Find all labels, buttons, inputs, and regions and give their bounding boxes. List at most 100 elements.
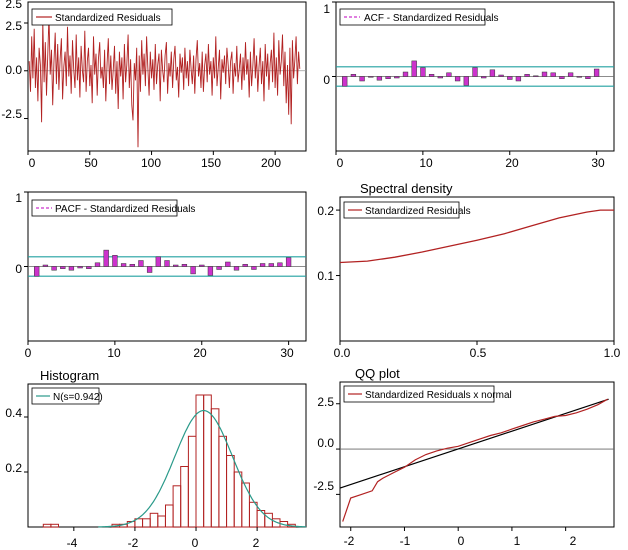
- correlation-bar: [376, 76, 383, 81]
- qq-title: QQ plot: [355, 366, 400, 381]
- correlation-bar: [77, 266, 83, 269]
- correlation-bar: [541, 71, 548, 77]
- x-tick-label: 0.0: [334, 346, 351, 360]
- correlation-bar: [146, 266, 153, 273]
- correlation-bar: [277, 262, 283, 267]
- correlation-bar: [585, 76, 591, 79]
- correlation-bar: [68, 266, 75, 271]
- correlation-bar: [446, 72, 452, 77]
- correlation-bar: [489, 69, 496, 77]
- spectral-title: Spectral density: [360, 181, 453, 196]
- correlation-bar: [559, 76, 565, 79]
- correlation-bar: [138, 260, 144, 267]
- x-tick-label: 2: [253, 536, 260, 550]
- x-tick-label: 10: [419, 156, 433, 170]
- x-tick-label: 0: [458, 534, 465, 548]
- x-tick-label: 20: [505, 156, 519, 170]
- y-tick-label: 2.5: [5, 0, 22, 11]
- histogram-panel: Histogram N(s=0.942) 0.4 0.2 -4 -2 0 2: [5, 368, 307, 550]
- y-tick-label: 1: [323, 2, 330, 16]
- correlation-bar: [207, 266, 214, 276]
- correlation-bar: [285, 257, 292, 267]
- x-tick-label: 0: [192, 536, 199, 550]
- correlation-bar: [164, 260, 170, 267]
- qq-panel: QQ plot Standardized Residuals x normal …: [313, 366, 615, 548]
- y-tick-label: 1: [15, 191, 22, 205]
- correlation-bar: [368, 76, 374, 78]
- correlation-bar: [51, 266, 57, 271]
- correlation-bar: [190, 266, 196, 275]
- qq-legend-label: Standardized Residuals x normal: [365, 390, 512, 401]
- correlation-bar: [507, 76, 513, 80]
- y-tick-label: 2.5: [317, 395, 334, 409]
- correlation-bar: [481, 76, 487, 79]
- correlation-bar: [251, 266, 257, 270]
- x-tick-label: 10: [107, 346, 121, 360]
- correlation-bar: [593, 68, 600, 77]
- y-tick-label: 2.5: [5, 19, 22, 33]
- pacf-panel: PACF - Standardized Residuals 1 0 0 10 2…: [15, 191, 307, 360]
- acf-legend: ACF - Standardized Residuals: [339, 8, 499, 26]
- spectral-legend-label: Standardized Residuals: [365, 206, 471, 217]
- correlation-bar: [233, 266, 240, 271]
- residuals-legend-label: Standardized Residuals: [55, 13, 161, 24]
- x-tick-label: 200: [261, 156, 281, 170]
- histogram-legend: N(s=0.942): [31, 387, 103, 405]
- histogram-bar: [203, 394, 212, 528]
- correlation-bar: [420, 67, 426, 77]
- histogram-bar: [142, 518, 151, 528]
- correlation-bar: [472, 67, 478, 77]
- correlation-bar: [550, 72, 556, 77]
- y-tick-label: -2.5: [1, 107, 22, 121]
- acf-panel: ACF - Standardized Residuals 1 0 0 10 20…: [323, 1, 615, 170]
- spectral-density-line: [339, 209, 614, 264]
- qq-sample-line: [342, 398, 608, 522]
- x-tick-label: -1: [400, 534, 411, 548]
- correlation-bar: [94, 262, 101, 267]
- histogram-bar: [172, 485, 182, 528]
- histogram-bar: [42, 523, 52, 528]
- correlation-bar: [524, 74, 530, 77]
- histogram-bar: [50, 523, 60, 528]
- correlation-bar: [242, 264, 248, 267]
- x-tick-label: 30: [280, 346, 294, 360]
- correlation-bar: [454, 76, 461, 82]
- x-tick-label: 0: [25, 346, 32, 360]
- histogram-bar: [210, 408, 220, 528]
- x-tick-label: 30: [591, 156, 605, 170]
- y-tick-label: 0: [15, 262, 22, 276]
- y-tick-label: 0.0: [5, 63, 22, 77]
- correlation-bar: [129, 264, 135, 267]
- x-tick-label: -2: [128, 536, 139, 550]
- x-tick-label: -4: [67, 536, 78, 550]
- correlation-bar: [155, 256, 161, 267]
- correlation-bar: [385, 76, 391, 79]
- correlation-bar: [173, 264, 179, 267]
- y-tick-label: 0.2: [5, 461, 22, 475]
- histogram-bar: [218, 435, 227, 528]
- histogram-bar: [149, 512, 159, 528]
- histogram-bar: [180, 466, 189, 528]
- histogram-bar: [195, 394, 205, 528]
- histogram-bar: [241, 482, 250, 528]
- pacf-legend-label: PACF - Standardized Residuals: [55, 204, 195, 215]
- residuals-panel: Standardized Residuals 2.5 2.5 0.0 -2.5 …: [1, 0, 307, 170]
- y-tick-label: 0: [323, 73, 330, 87]
- histogram-bar: [226, 455, 235, 528]
- correlation-bar: [342, 76, 348, 87]
- qq-frame: [339, 381, 615, 528]
- histogram-bar: [157, 515, 166, 528]
- correlation-bar: [498, 74, 504, 77]
- x-tick-label: 2: [570, 534, 577, 548]
- correlation-bar: [216, 266, 222, 270]
- correlation-bar: [34, 266, 40, 277]
- correlation-bar: [567, 72, 574, 77]
- pacf-legend: PACF - Standardized Residuals: [31, 199, 195, 217]
- correlation-bar: [112, 255, 118, 267]
- qq-reference-line: [339, 398, 609, 489]
- y-tick-label: 0.4: [5, 406, 22, 420]
- correlation-bar: [259, 263, 266, 267]
- correlation-bar: [199, 264, 205, 267]
- correlation-bar: [515, 76, 522, 82]
- x-tick-label: 0.5: [470, 346, 487, 360]
